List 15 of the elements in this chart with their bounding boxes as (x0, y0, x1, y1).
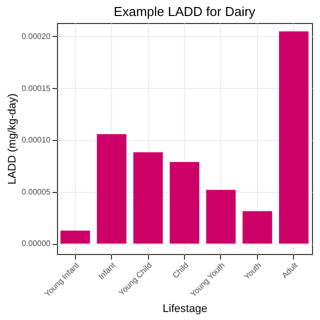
bar (206, 190, 236, 244)
chart-title: Example LADD for Dairy (114, 4, 256, 19)
y-tick-label: 0.00005 (22, 187, 52, 196)
y-axis-title: LADD (mg/kg-day) (6, 93, 19, 185)
y-tick-label: 0.00020 (22, 32, 52, 41)
x-axis-title: Lifestage (162, 302, 208, 315)
bar (279, 31, 309, 244)
bar (170, 162, 200, 244)
y-tick-label: 0.00000 (22, 239, 52, 248)
bar (133, 152, 163, 244)
bar (60, 230, 90, 244)
bar (242, 211, 272, 244)
y-tick-label: 0.00015 (22, 84, 52, 93)
y-tick-label: 0.00010 (22, 136, 52, 145)
bar (96, 134, 126, 244)
